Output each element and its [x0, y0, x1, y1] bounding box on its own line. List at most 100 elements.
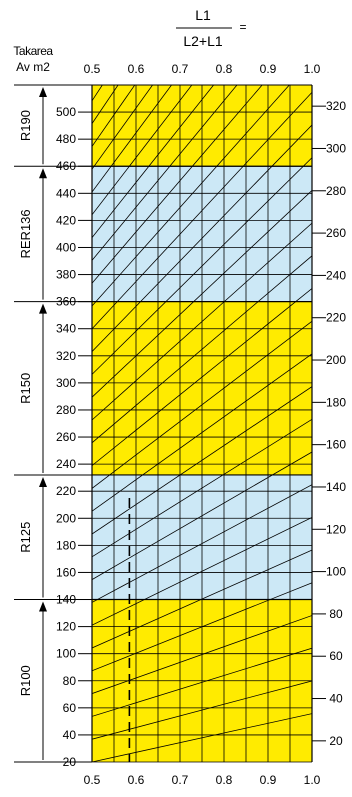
diagonal-line: [92, 85, 154, 170]
left-tick-label: 440: [56, 186, 76, 200]
diagonal-line: [92, 647, 312, 717]
right-tick-label: 200: [326, 353, 346, 367]
x-bottom-tick-label: 0.6: [128, 773, 145, 787]
formula-equals: =: [239, 20, 246, 34]
band-labels: R100 R125 R150 RER136 R190: [18, 87, 47, 760]
diagonal-line: [92, 85, 290, 307]
diagonal-line: [92, 615, 312, 694]
left-axis: 500 480 460 440 420 400 380 360 340 320 300 280 260 2…: [56, 105, 92, 769]
right-tick-label: 60: [329, 649, 343, 663]
right-tick-label: 280: [326, 184, 346, 198]
diagonal-line: [92, 85, 238, 261]
x-bottom-tick-label: 0.8: [216, 773, 233, 787]
band-arrow-head: [39, 168, 47, 179]
left-tick-label: 160: [56, 565, 76, 579]
band-label: R150: [18, 373, 33, 404]
diagonal-line: [92, 287, 312, 466]
left-tick-label: 280: [56, 403, 76, 417]
formula-numerator: L1: [195, 7, 211, 23]
diagonal-line: [92, 713, 312, 762]
x-axes: 0.5 0.6 0.7 0.8 0.9 1.0 0.5 0.6 0.7 0.8 0.9 1.0: [84, 62, 321, 787]
band-arrow-head: [39, 601, 47, 612]
left-tick-label: 20: [63, 755, 77, 769]
band-arrow-head: [39, 303, 47, 314]
band-label: RER136: [18, 209, 33, 258]
diagonal-line: [92, 91, 312, 330]
left-tick-label: 180: [56, 538, 76, 552]
diagonal-line: [92, 353, 312, 512]
x-top-tick-label: 0.8: [216, 62, 233, 76]
left-tick-label: 340: [56, 322, 76, 336]
left-tick-label: 360: [56, 295, 76, 309]
right-tick-label: 300: [326, 141, 346, 155]
left-tick-label: 40: [63, 728, 77, 742]
diagonal-line: [92, 320, 312, 489]
diagonal-line: [92, 85, 193, 216]
diagonal-lines: [92, 85, 312, 762]
left-tick-label: 60: [63, 701, 77, 715]
right-tick-label: 80: [329, 607, 343, 621]
left-tick-label: 220: [56, 484, 76, 498]
left-axis-title-line1: Takarea: [13, 44, 53, 58]
left-tick-label: 260: [56, 430, 76, 444]
diagonal-line: [92, 255, 312, 444]
right-tick-label: 40: [329, 692, 343, 706]
x-top-tick-label: 0.5: [84, 62, 101, 76]
right-tick-label: 120: [326, 522, 346, 536]
x-top-tick-label: 1.0: [304, 62, 321, 76]
x-top-tick-label: 0.6: [128, 62, 145, 76]
left-tick-label: 120: [56, 620, 76, 634]
right-tick-label: 260: [326, 226, 346, 240]
diagonal-line: [92, 451, 312, 580]
right-tick-label: 220: [326, 311, 346, 325]
formula-denominator: L2+L1: [183, 33, 223, 49]
left-tick-label: 140: [56, 593, 76, 607]
diagonal-line: [92, 124, 312, 352]
right-tick-label: 160: [326, 438, 346, 452]
diagonal-line: [92, 189, 312, 398]
diagonal-line: [92, 549, 312, 649]
x-top-tick-label: 0.7: [172, 62, 189, 76]
diagonal-line: [92, 582, 312, 672]
x-top-tick-label: 0.9: [260, 62, 277, 76]
left-tick-label: 460: [56, 159, 76, 173]
left-tick-label: 240: [56, 457, 76, 471]
diagonal-line: [92, 418, 312, 558]
diagonal-line: [92, 222, 312, 421]
right-tick-label: 100: [326, 565, 346, 579]
right-tick-label: 140: [326, 480, 346, 494]
diagonal-line: [92, 85, 215, 238]
right-tick-label: 240: [326, 268, 346, 282]
right-tick-label: 180: [326, 395, 346, 409]
left-tick-label: 400: [56, 240, 76, 254]
right-axis: 320 300 280 260 240 220 200 180 160 140 120 100 80 60…: [312, 99, 346, 748]
left-tick-label: 420: [56, 213, 76, 227]
band-label: R125: [18, 522, 33, 553]
right-tick-label: 20: [329, 734, 343, 748]
left-tick-label: 320: [56, 349, 76, 363]
left-tick-label: 200: [56, 511, 76, 525]
x-bottom-tick-label: 1.0: [304, 773, 321, 787]
x-bottom-tick-label: 0.5: [84, 773, 101, 787]
diagonal-line: [92, 516, 312, 626]
diagonal-line: [92, 680, 312, 740]
x-bottom-tick-label: 0.7: [172, 773, 189, 787]
diagonal-line: [92, 157, 312, 375]
grid-lines: [91, 84, 313, 763]
left-tick-label: 300: [56, 376, 76, 390]
x-bottom-tick-label: 0.9: [260, 773, 277, 787]
diagonal-line: [92, 386, 312, 535]
left-tick-label: 500: [56, 105, 76, 119]
left-tick-label: 80: [63, 674, 77, 688]
left-axis-title-line2: Av m2: [16, 60, 50, 74]
right-tick-label: 320: [326, 99, 346, 113]
left-tick-label: 380: [56, 268, 76, 282]
left-tick-label: 480: [56, 132, 76, 146]
diagonal-line: [92, 484, 312, 603]
diagonal-line: [92, 85, 263, 284]
band-label: R100: [18, 665, 33, 696]
diagonal-line: [92, 85, 173, 193]
band-label: R190: [18, 110, 33, 141]
band-arrow-head: [39, 87, 47, 97]
